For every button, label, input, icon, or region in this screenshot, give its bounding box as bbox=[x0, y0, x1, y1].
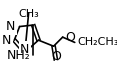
Text: O: O bbox=[66, 31, 76, 44]
Text: N: N bbox=[20, 43, 30, 56]
Text: N: N bbox=[2, 34, 11, 47]
Text: CH₃: CH₃ bbox=[18, 9, 39, 19]
Text: N: N bbox=[6, 20, 15, 33]
Text: O: O bbox=[51, 50, 61, 63]
Text: NH₂: NH₂ bbox=[6, 49, 30, 62]
Text: CH₂CH₃: CH₂CH₃ bbox=[78, 37, 117, 47]
